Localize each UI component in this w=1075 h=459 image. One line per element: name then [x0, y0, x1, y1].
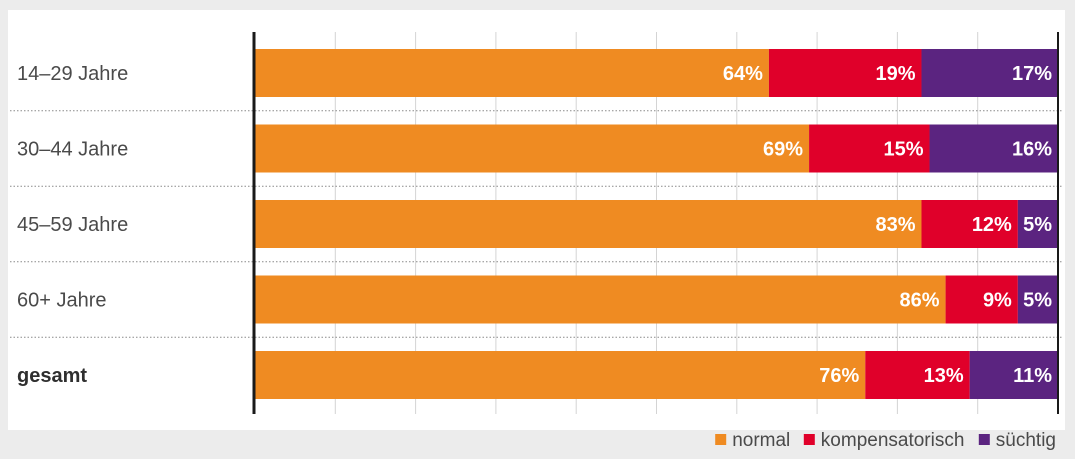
data-label: 76% [819, 365, 859, 387]
category-label: 45–59 Jahre [17, 214, 128, 236]
legend-label: kompensatorisch [821, 430, 965, 451]
legend-swatch [803, 434, 815, 445]
bar-segment [969, 351, 1058, 399]
data-label: 15% [883, 139, 923, 161]
axes [252, 32, 1059, 414]
bar-segment [255, 124, 810, 173]
bar-segment [255, 275, 946, 324]
data-label: 69% [763, 139, 803, 161]
data-label: 12% [972, 214, 1012, 236]
bar-segment [865, 351, 970, 399]
data-label: 64% [723, 63, 763, 85]
legend-label: normal [732, 430, 790, 451]
data-label: 16% [1012, 139, 1052, 161]
data-label: 9% [983, 290, 1012, 312]
bar-segment [809, 124, 930, 173]
category-label: 60+ Jahre [17, 290, 107, 312]
category-label: gesamt [17, 365, 87, 387]
data-label: 19% [875, 63, 915, 85]
data-label: 13% [924, 365, 964, 387]
data-label: 83% [875, 214, 915, 236]
category-label: 30–44 Jahre [17, 139, 128, 161]
data-label: 86% [900, 290, 940, 312]
bar-segment [255, 49, 769, 97]
data-label: 17% [1012, 63, 1052, 85]
bar-segment [921, 49, 1058, 97]
legend-swatch [715, 434, 727, 445]
bar-segment [921, 200, 1018, 248]
data-label: 5% [1023, 290, 1052, 312]
legend-label: süchtig [996, 430, 1056, 451]
row-separators [10, 110, 1063, 338]
bar-segment [1017, 275, 1058, 324]
legend-swatch [978, 434, 990, 445]
bar-segment [255, 351, 866, 399]
data-label: 5% [1023, 214, 1052, 236]
category-label: 14–29 Jahre [17, 63, 128, 85]
bar-segment [255, 200, 922, 248]
legend: normal kompensatorisch süchtig [715, 430, 1056, 451]
data-label: 11% [1013, 365, 1052, 387]
bar-segment [929, 124, 1058, 173]
bar-segment [768, 49, 922, 97]
bar-segment [945, 275, 1018, 324]
bar-segment [1017, 200, 1058, 248]
category-labels: 14–29 Jahre 30–44 Jahre 45–59 Jahre 60+ Jah… [17, 63, 128, 387]
bars: 64% 19% 17% 69% 15% 16% 83% 12% 5% 86% 9% 5% 76% 13% 1… [255, 49, 1058, 399]
